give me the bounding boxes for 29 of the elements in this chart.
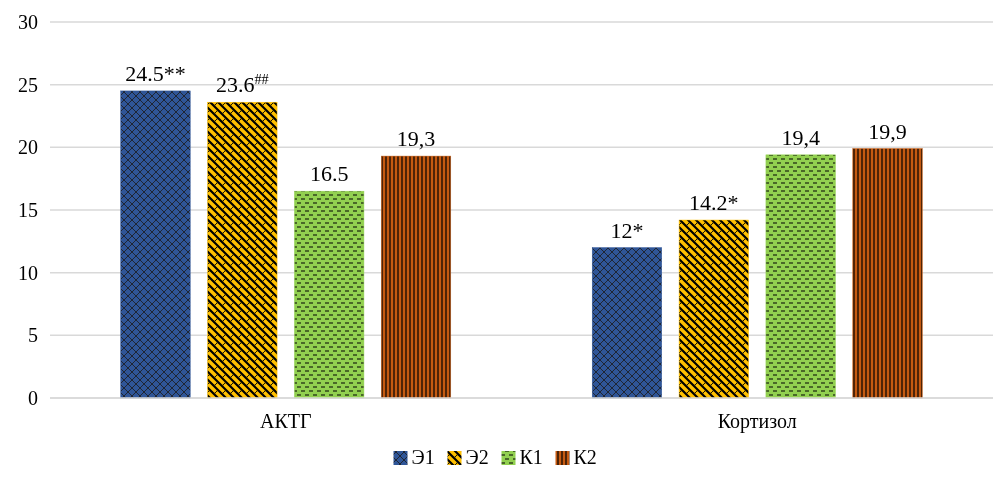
- y-tick-label: 5: [28, 324, 38, 347]
- bar: [852, 148, 923, 399]
- data-label: 12*: [610, 217, 644, 243]
- y-tick-label: 30: [18, 11, 38, 33]
- data-label: 23.6$^{##}$: [215, 71, 269, 98]
- bar: [294, 190, 365, 399]
- data-label: 19,3: [396, 126, 436, 152]
- y-tick-label: 25: [18, 73, 38, 96]
- y-tick-label: 0: [28, 387, 38, 409]
- data-label: 19,9: [868, 118, 907, 144]
- data-label: 14.2*: [689, 190, 739, 216]
- data-label: 16.5: [309, 161, 349, 187]
- legend-label: К2: [573, 446, 597, 468]
- y-tick-label: 10: [18, 261, 38, 284]
- bar: [678, 219, 749, 399]
- bar: [381, 155, 452, 399]
- data-label: 19,4: [781, 124, 820, 150]
- y-tick-label: 20: [18, 136, 38, 159]
- bar: [207, 101, 278, 399]
- legend-label: Э1: [411, 446, 435, 468]
- data-label: 24.5**: [125, 60, 186, 86]
- y-tick-label: 15: [18, 199, 38, 221]
- x-tick-label: АКТГ: [259, 410, 312, 432]
- x-tick-label: Кортизол: [717, 410, 797, 433]
- bar: [591, 247, 662, 399]
- legend-label: Э2: [465, 446, 489, 468]
- bar: [765, 154, 836, 399]
- bar: [120, 90, 191, 399]
- legend-label: К1: [519, 446, 543, 468]
